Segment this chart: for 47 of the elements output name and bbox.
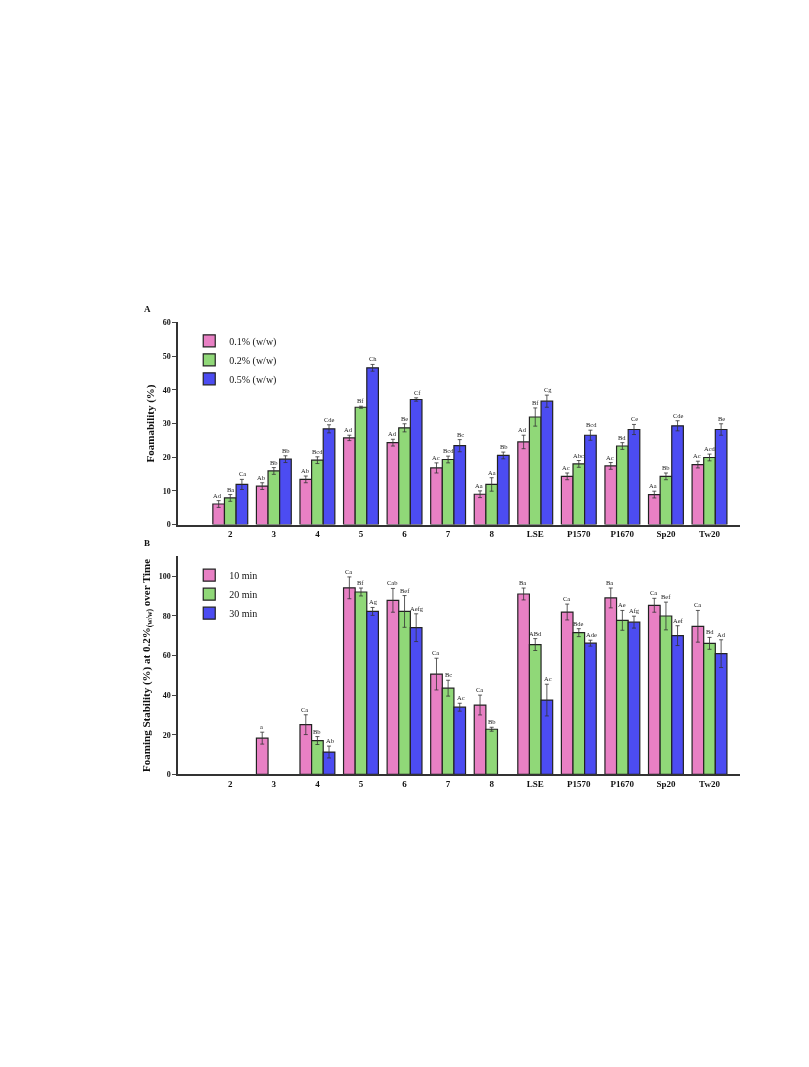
y-tick-label: 0: [166, 520, 171, 530]
x-tick-label: 7: [445, 529, 451, 540]
chart-title: A: [144, 304, 151, 314]
x-tick-label: P1670: [610, 779, 635, 789]
x-tick-label: 6: [402, 779, 408, 789]
x-tick-label: 5: [358, 779, 364, 789]
y-tick-label: 60: [162, 651, 171, 661]
y-tick-label: 40: [162, 385, 171, 395]
x-tick-label: P1570: [567, 529, 592, 540]
legend-label: 0.1% (w/w): [229, 335, 277, 348]
y-tick-label: 20: [162, 452, 171, 462]
y-tick-label: 0: [166, 770, 171, 780]
y-tick-label: 10: [162, 486, 171, 496]
x-tick-label: LSE: [526, 529, 544, 540]
legend-label: 0.2% (w/w): [229, 354, 277, 367]
legend-label: 20 min: [229, 589, 258, 601]
legend-label: 30 min: [229, 608, 258, 620]
x-tick-label: 7: [445, 779, 451, 789]
x-tick-label: 6: [402, 529, 408, 540]
chart-title: B: [144, 538, 151, 548]
x-tick-label: 4: [315, 529, 321, 540]
x-tick-label: Sp20: [656, 529, 676, 540]
y-tick-label: 80: [162, 611, 171, 621]
x-tick-label: 3: [271, 779, 277, 789]
x-tick-label: P1570: [567, 779, 592, 789]
x-tick-label: P1670: [610, 529, 635, 540]
x-tick-label: 4: [315, 779, 321, 789]
x-tick-label: 3: [271, 529, 277, 540]
y-axis-title: Foamability (%): [143, 384, 157, 463]
y-tick-label: 60: [162, 318, 171, 328]
x-tick-label: Sp20: [656, 779, 676, 789]
legend-label: 10 min: [229, 570, 258, 582]
x-tick-label: 2: [228, 529, 234, 540]
y-tick-label: 50: [162, 351, 171, 361]
x-tick-label: Tw20: [699, 529, 721, 540]
y-tick-label: 40: [162, 690, 171, 700]
legend-label: 0.5% (w/w): [229, 373, 277, 386]
x-tick-label: 2: [228, 779, 234, 789]
x-tick-label: 8: [489, 779, 495, 789]
x-tick-label: LSE: [526, 779, 544, 789]
x-tick-label: 8: [489, 529, 495, 540]
y-tick-label: 20: [162, 730, 171, 740]
y-tick-label: 30: [162, 419, 171, 429]
x-tick-label: 5: [358, 529, 364, 540]
bar: [255, 737, 269, 775]
y-tick-label: 100: [158, 571, 171, 581]
x-tick-label: Tw20: [699, 779, 721, 789]
